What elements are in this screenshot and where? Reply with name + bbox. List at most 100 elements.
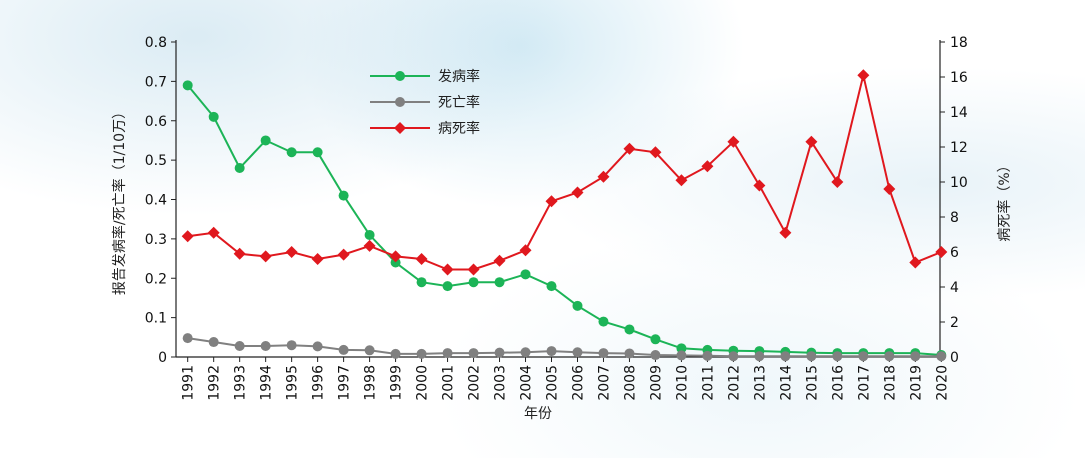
x-tick-label: 2006 [570,365,586,401]
x-tick-label: 2011 [700,365,716,401]
data-point [363,239,376,252]
y-left-tick-label: 0.1 [145,311,167,327]
data-point [598,348,609,359]
y-left-tick-label: 0 [158,350,167,366]
data-point [676,350,687,361]
y-left-tick-label: 0.2 [145,271,167,287]
y-left-tick-label: 0.8 [145,35,167,51]
series-line [187,75,942,271]
data-point [234,163,245,173]
y-axis-right-title: 病死率（%） [996,158,1013,241]
series-病死率 [181,69,948,276]
y-right-tick-label: 0 [950,350,959,366]
data-point [675,174,688,187]
y-left-tick-label: 0.6 [145,114,167,130]
y-left-tick-label: 0.7 [145,74,167,90]
data-point [416,277,427,288]
x-tick-label: 2014 [778,365,794,401]
data-point [910,351,921,362]
axes-layer: 0 0.1 0.2 0.3 0.4 0.5 0.6 0.7 0.8 0 2 4 6 8 10 12 14 16 18… [145,35,968,401]
y-right-tick-label: 18 [950,35,968,51]
data-point [545,195,558,208]
y-right-tick-label: 6 [950,245,959,261]
y-right-tick-label: 4 [950,280,959,296]
data-point [805,135,818,148]
y-right-tick-label: 8 [950,210,959,226]
data-point [623,142,636,155]
data-point [909,256,922,269]
data-point [727,135,740,148]
data-point [364,229,375,240]
y-left-tick-label: 0.4 [145,193,167,209]
legend-marker [395,71,405,81]
data-point [285,246,298,258]
y-left-tick-label: 0.3 [145,232,167,248]
x-tick-label: 1996 [311,365,327,401]
data-point [884,351,895,362]
data-point [519,244,532,257]
data-point [650,350,661,361]
data-point [753,179,766,192]
data-point [338,344,349,355]
data-point [467,263,480,276]
x-tick-label: 2007 [596,365,612,401]
x-tick-label: 2020 [934,365,950,401]
data-point [857,69,870,82]
data-point [416,348,427,359]
x-tick-label: 2005 [545,365,561,401]
data-point [779,226,792,239]
data-point [468,277,479,288]
data-point [442,348,453,359]
data-point [286,340,297,351]
data-point [831,176,844,188]
x-tick-label: 1998 [363,365,379,401]
x-tick-label: 2003 [493,365,509,401]
data-point [337,248,350,261]
data-point [624,324,635,335]
data-point [338,190,349,201]
y-right-tick-label: 14 [950,105,968,121]
data-point [441,263,454,276]
x-tick-label: 1995 [285,365,301,401]
x-tick-label: 2010 [674,365,690,401]
data-point [494,347,505,358]
series-layer [181,69,948,362]
data-point [207,226,220,239]
data-point [182,333,193,344]
x-tick-label: 2018 [882,365,898,401]
data-point [858,351,869,362]
x-tick-label: 2009 [648,365,664,401]
x-tick-label: 1994 [259,365,275,401]
x-tick-label: 2001 [441,365,457,401]
x-tick-label: 1991 [181,365,197,401]
data-point [234,340,245,351]
data-point [546,346,557,357]
data-point [883,183,896,195]
x-tick-label: 2012 [726,365,742,401]
data-point [935,246,948,258]
legend-label: 死亡率 [438,94,480,111]
y-right-tick-label: 16 [950,70,968,86]
data-point [260,135,271,146]
y-right-tick-label: 10 [950,175,968,191]
data-point [701,160,714,173]
data-point [936,351,947,362]
data-point [572,300,583,311]
data-point [832,351,843,362]
series-line [186,84,942,356]
y-axis-left-title: 报告发病率/死亡率（1/10万） [111,105,128,295]
y-left-tick-label: 0.5 [145,153,167,169]
x-axis-title: 年份 [524,406,552,422]
data-point [676,343,687,354]
data-point [494,277,505,288]
legend-marker [395,97,405,107]
data-point [442,281,453,292]
data-point [806,351,817,362]
x-tick-label: 1999 [389,365,405,401]
data-point [728,351,739,362]
series-发病率 [182,80,947,361]
data-point [493,254,506,267]
data-point [468,348,479,359]
